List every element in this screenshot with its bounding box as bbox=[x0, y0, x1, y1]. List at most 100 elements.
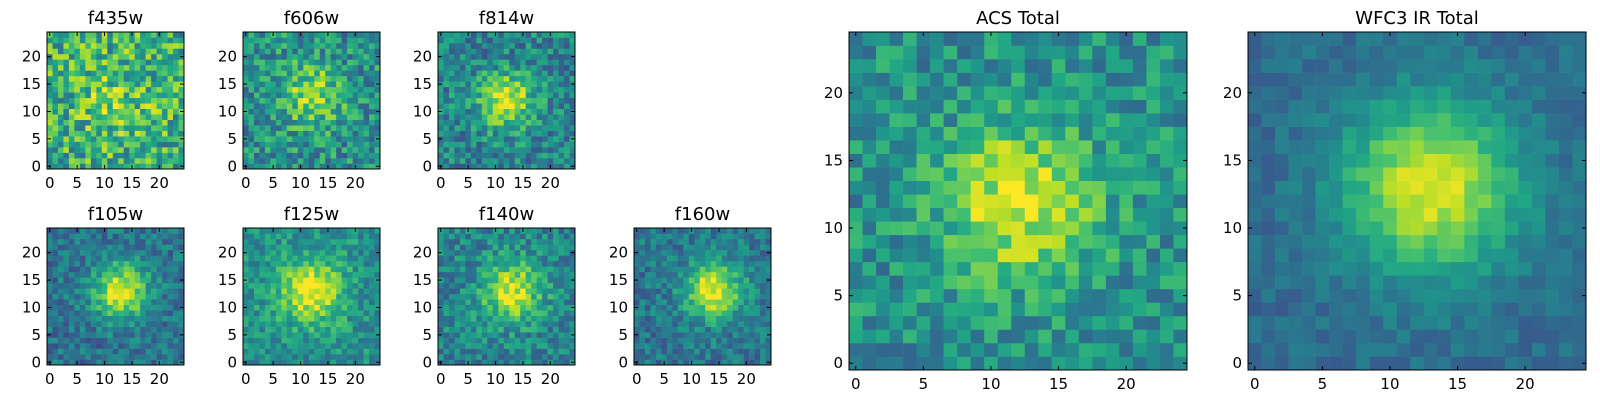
heatmap-cell bbox=[79, 48, 86, 55]
heatmap-cell bbox=[542, 64, 548, 71]
heatmap-cell bbox=[253, 53, 260, 60]
heatmap-cell bbox=[514, 32, 521, 38]
heatmap-cell bbox=[509, 299, 516, 306]
heatmap-cell bbox=[553, 163, 559, 170]
heatmap-cell bbox=[465, 130, 472, 137]
heatmap-cell bbox=[68, 293, 75, 300]
heatmap-cell bbox=[683, 354, 690, 360]
heatmap-cell bbox=[970, 207, 985, 222]
heatmap-cell bbox=[243, 158, 249, 164]
heatmap-cell bbox=[347, 260, 353, 267]
heatmap-cell bbox=[514, 348, 521, 355]
heatmap-cell bbox=[330, 337, 337, 344]
heatmap-cell bbox=[264, 304, 271, 311]
heatmap-cell bbox=[903, 194, 917, 209]
heatmap-cell bbox=[531, 48, 537, 55]
heatmap-cell bbox=[470, 343, 477, 349]
heatmap-cell bbox=[57, 103, 64, 110]
heatmap-cell bbox=[259, 266, 266, 273]
heatmap-cell bbox=[509, 288, 516, 295]
heatmap-cell bbox=[112, 75, 119, 82]
heatmap-cell bbox=[319, 59, 326, 66]
heatmap-cell bbox=[134, 86, 141, 93]
heatmap-cell bbox=[281, 48, 288, 55]
heatmap-cell bbox=[569, 103, 576, 110]
plot-frame bbox=[46, 31, 185, 170]
heatmap-cell bbox=[476, 158, 483, 164]
heatmap-cell bbox=[319, 293, 326, 300]
heatmap-cell bbox=[465, 244, 472, 251]
heatmap-cell bbox=[363, 348, 370, 355]
heatmap-cell bbox=[74, 288, 81, 295]
heatmap-cell bbox=[916, 302, 931, 317]
heatmap-cell bbox=[639, 310, 646, 316]
heatmap-cell bbox=[347, 310, 353, 316]
heatmap-cell bbox=[520, 249, 526, 256]
heatmap-cell bbox=[470, 64, 477, 71]
heatmap-cell bbox=[281, 238, 288, 245]
heatmap-cell bbox=[374, 125, 381, 131]
heatmap-cell bbox=[743, 354, 750, 360]
heatmap-cell bbox=[438, 48, 444, 55]
heatmap-cell bbox=[90, 299, 97, 306]
heatmap-cell bbox=[330, 64, 337, 71]
heatmap-cell bbox=[564, 277, 570, 284]
heatmap-cell bbox=[525, 130, 532, 137]
heatmap-cell bbox=[90, 255, 97, 262]
heatmap-cell bbox=[661, 288, 668, 295]
heatmap-cell bbox=[727, 238, 733, 245]
heatmap-cell bbox=[514, 158, 521, 164]
heatmap-cell bbox=[347, 64, 353, 71]
heatmap-cell bbox=[743, 238, 750, 245]
heatmap-cell bbox=[738, 244, 744, 251]
heatmap-cell bbox=[470, 48, 477, 55]
heatmap-cell bbox=[129, 81, 135, 88]
heatmap-cell bbox=[363, 260, 370, 267]
heatmap-cell bbox=[536, 119, 543, 126]
heatmap-cell bbox=[481, 332, 488, 338]
heatmap-cell bbox=[531, 271, 537, 278]
heatmap-cell bbox=[270, 277, 277, 284]
heatmap-cell bbox=[118, 293, 125, 300]
heatmap-cell bbox=[325, 48, 331, 55]
heatmap-cell bbox=[243, 97, 249, 104]
heatmap-cell bbox=[140, 59, 146, 66]
heatmap-cell bbox=[650, 315, 657, 322]
heatmap-cell bbox=[374, 337, 381, 344]
heatmap-cell bbox=[352, 249, 359, 256]
heatmap-cell bbox=[514, 147, 521, 153]
heatmap-cell bbox=[666, 255, 673, 262]
heatmap-cell bbox=[564, 32, 570, 38]
heatmap-cell bbox=[68, 354, 75, 360]
heatmap-cell bbox=[134, 108, 141, 115]
heatmap-cell bbox=[286, 238, 293, 245]
heatmap-cell bbox=[319, 348, 326, 355]
heatmap-cell bbox=[107, 288, 114, 295]
heatmap-cell bbox=[123, 53, 130, 60]
heatmap-cell bbox=[1173, 315, 1188, 330]
y-tick-label: 15 bbox=[218, 271, 237, 289]
heatmap-cell bbox=[275, 119, 282, 126]
heatmap-cell bbox=[655, 244, 662, 251]
heatmap-cell bbox=[140, 266, 146, 273]
heatmap-cell bbox=[107, 163, 114, 170]
heatmap-cell bbox=[476, 354, 483, 360]
heatmap-cell bbox=[129, 152, 135, 159]
heatmap-cell bbox=[509, 152, 516, 159]
heatmap-cell bbox=[639, 337, 646, 344]
heatmap-cell bbox=[564, 108, 570, 115]
heatmap-cell bbox=[443, 326, 450, 333]
heatmap-cell bbox=[248, 233, 255, 240]
heatmap-cell bbox=[79, 315, 86, 322]
heatmap-cell bbox=[162, 130, 168, 137]
heatmap-cell bbox=[459, 163, 466, 170]
heatmap-cell bbox=[134, 48, 141, 55]
x-tick-label: 5 bbox=[72, 174, 82, 192]
heatmap-cell bbox=[264, 92, 271, 99]
heatmap-cell bbox=[542, 332, 548, 338]
heatmap-cell bbox=[553, 255, 559, 262]
heatmap-cell bbox=[465, 304, 472, 311]
heatmap-cell bbox=[525, 249, 532, 256]
heatmap-cell bbox=[162, 228, 168, 234]
heatmap-cell bbox=[123, 70, 130, 77]
